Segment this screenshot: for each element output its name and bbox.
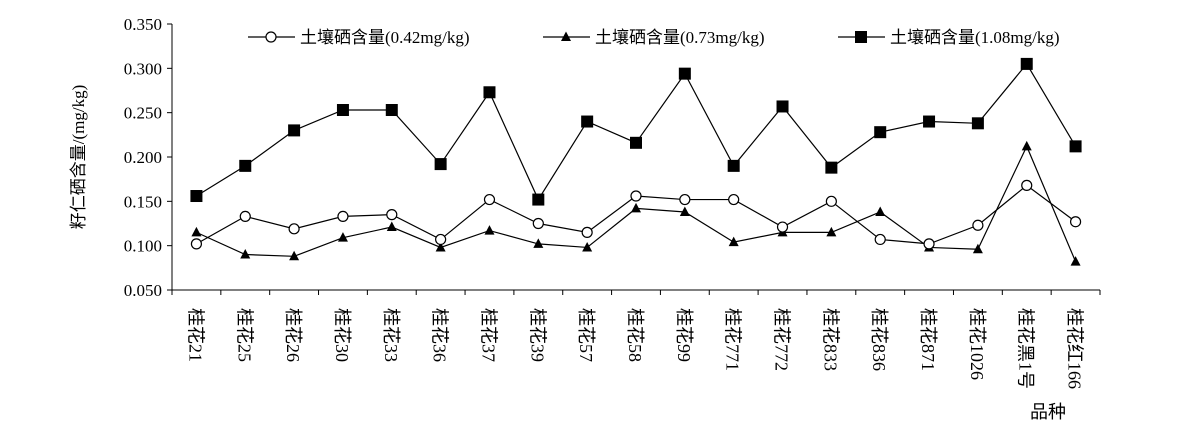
legend-label: 土壤硒含量(0.42mg/kg) xyxy=(300,27,470,47)
x-tick-label: 桂花红166 xyxy=(1065,308,1085,389)
data-point-circle xyxy=(825,195,837,207)
data-point-triangle xyxy=(561,31,571,41)
data-point-square xyxy=(434,158,447,171)
x-tick-label: 桂花37 xyxy=(478,308,498,362)
data-point-square xyxy=(923,115,936,128)
data-point-square xyxy=(776,100,789,113)
data-point-square xyxy=(1069,140,1082,153)
data-point-triangle xyxy=(191,226,202,237)
x-tick-label: 桂花771 xyxy=(723,308,743,371)
data-point-square xyxy=(971,117,984,130)
data-point-square xyxy=(630,136,642,149)
y-tick-label: 0.150 xyxy=(124,192,162,211)
data-point-triangle xyxy=(484,225,495,235)
x-tick-label: 桂花21 xyxy=(185,308,205,362)
data-point-circle xyxy=(776,221,789,233)
legend-label: 土壤硒含量(0.73mg/kg) xyxy=(595,27,765,47)
data-point-triangle xyxy=(240,249,251,259)
y-tick-label: 0.350 xyxy=(124,15,162,34)
data-point-square xyxy=(190,190,203,203)
y-tick-label: 0.300 xyxy=(124,59,162,78)
data-point-square xyxy=(336,104,349,117)
data-point-triangle xyxy=(1021,140,1032,151)
series-line xyxy=(196,62,1077,201)
x-tick-label: 桂花36 xyxy=(430,308,450,362)
x-tick-label: 桂花772 xyxy=(772,308,792,371)
data-point-circle xyxy=(972,219,984,231)
data-point-circle xyxy=(239,210,251,223)
data-point-triangle xyxy=(826,226,837,237)
x-tick-label: 桂花57 xyxy=(576,308,596,362)
legend: 土壤硒含量(0.42mg/kg) 土壤硒含量(0.73mg/kg) 土壤硒含量(1.… xyxy=(248,27,1060,47)
data-point-circle xyxy=(386,209,398,221)
data-point-square xyxy=(581,115,594,128)
x-tick-label: 桂花1026 xyxy=(967,308,987,380)
data-point-square xyxy=(288,124,301,137)
data-point-square xyxy=(483,86,496,99)
x-tick-label: 桂花26 xyxy=(283,308,303,362)
x-tick-label: 桂花833 xyxy=(820,308,840,371)
data-point-triangle xyxy=(728,236,739,247)
data-point-square xyxy=(239,159,252,172)
data-point-circle xyxy=(337,210,349,223)
data-point-circle xyxy=(483,193,496,206)
legend-label: 土壤硒含量(1.08mg/kg) xyxy=(890,27,1060,47)
data-point-triangle xyxy=(289,250,300,261)
data-point-triangle xyxy=(435,241,446,252)
y-ticks: 0.050 0.100 0.150 0.200 0.250 0.300 0.350 xyxy=(124,15,172,300)
data-point-triangle xyxy=(679,206,690,216)
y-tick-label: 0.050 xyxy=(124,281,162,300)
data-point-triangle xyxy=(337,232,348,242)
x-tick-label: 桂花871 xyxy=(918,308,938,371)
x-tick-label: 桂花黑1号 xyxy=(1016,308,1036,389)
data-point-triangle xyxy=(972,243,983,254)
data-point-circle xyxy=(581,226,593,238)
data-point-square xyxy=(678,67,691,80)
y-tick-label: 0.250 xyxy=(124,104,162,123)
data-point-circle xyxy=(923,238,935,250)
data-point-square xyxy=(825,161,838,174)
data-point-circle xyxy=(435,233,447,246)
data-point-circle xyxy=(630,190,642,202)
data-point-triangle xyxy=(582,241,593,252)
data-point-square xyxy=(874,126,887,139)
data-point-circle xyxy=(728,193,740,206)
x-tick-label: 桂花39 xyxy=(527,308,547,362)
x-tick-label: 桂花33 xyxy=(381,308,401,362)
y-tick-label: 0.100 xyxy=(124,237,162,256)
data-point-triangle xyxy=(631,202,641,213)
data-point-triangle xyxy=(875,206,886,216)
series-2-points xyxy=(191,140,1081,266)
data-point-triangle xyxy=(386,221,397,232)
x-axis-label: 品种 xyxy=(1030,402,1066,422)
y-axis-label: 籽仁硒含量/(mg/kg) xyxy=(69,85,88,230)
data-point-circle xyxy=(288,223,300,235)
data-point-square xyxy=(1020,57,1033,70)
series-3 xyxy=(196,62,1077,201)
y-tick-label: 0.200 xyxy=(124,148,162,167)
data-point-circle xyxy=(679,193,691,206)
series-3-points xyxy=(190,57,1082,206)
data-point-circle xyxy=(874,233,886,246)
data-point-triangle xyxy=(533,238,544,248)
series-1-points xyxy=(190,179,1082,250)
x-tick-label: 桂花836 xyxy=(869,308,889,371)
data-point-square xyxy=(385,104,398,117)
data-point-square xyxy=(532,193,545,206)
series-layer xyxy=(190,57,1082,266)
data-point-square xyxy=(727,159,740,172)
data-point-circle xyxy=(1069,216,1082,228)
x-tick-label: 桂花25 xyxy=(234,308,254,362)
data-point-circle xyxy=(532,217,544,230)
x-tick-label: 桂花99 xyxy=(674,308,694,362)
x-ticks: 桂花21 桂花25 桂花26 桂花30 桂花33 桂花36 桂花37 桂花39 桂花57 桂花58… xyxy=(171,290,1101,389)
data-point-circle xyxy=(265,31,277,43)
data-point-circle xyxy=(190,238,203,250)
data-point-square xyxy=(855,31,867,43)
data-point-triangle xyxy=(1070,256,1081,266)
x-tick-label: 桂花58 xyxy=(625,308,645,362)
data-point-circle xyxy=(1021,179,1033,191)
x-tick-label: 桂花30 xyxy=(332,308,352,362)
